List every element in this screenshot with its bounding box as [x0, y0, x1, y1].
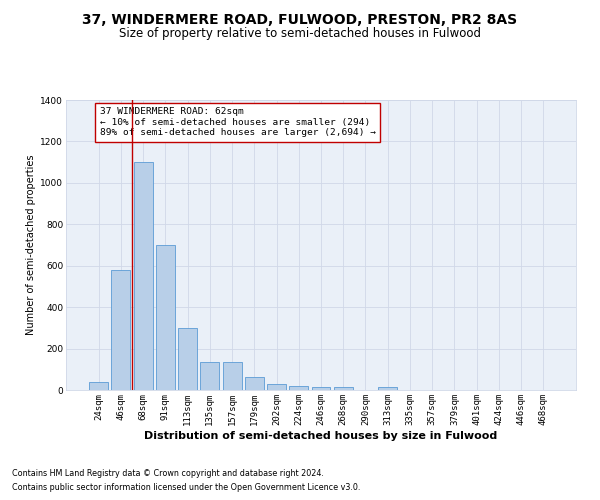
Text: 37, WINDERMERE ROAD, FULWOOD, PRESTON, PR2 8AS: 37, WINDERMERE ROAD, FULWOOD, PRESTON, P… [82, 12, 518, 26]
Bar [289, 386, 308, 390]
Bar [89, 382, 108, 390]
Text: Contains HM Land Registry data © Crown copyright and database right 2024.: Contains HM Land Registry data © Crown c… [12, 468, 324, 477]
Bar [334, 387, 353, 390]
Bar [311, 387, 331, 390]
Text: Size of property relative to semi-detached houses in Fulwood: Size of property relative to semi-detach… [119, 28, 481, 40]
X-axis label: Distribution of semi-detached houses by size in Fulwood: Distribution of semi-detached houses by … [145, 430, 497, 440]
Text: Contains public sector information licensed under the Open Government Licence v3: Contains public sector information licen… [12, 484, 361, 492]
Bar [223, 362, 242, 390]
Bar [378, 387, 397, 390]
Text: 37 WINDERMERE ROAD: 62sqm
← 10% of semi-detached houses are smaller (294)
89% of: 37 WINDERMERE ROAD: 62sqm ← 10% of semi-… [100, 108, 376, 137]
Bar [267, 384, 286, 390]
Bar [156, 245, 175, 390]
Bar [112, 270, 130, 390]
Bar [178, 328, 197, 390]
Bar [245, 376, 264, 390]
Bar [200, 362, 219, 390]
Y-axis label: Number of semi-detached properties: Number of semi-detached properties [26, 155, 36, 336]
Bar [134, 162, 152, 390]
